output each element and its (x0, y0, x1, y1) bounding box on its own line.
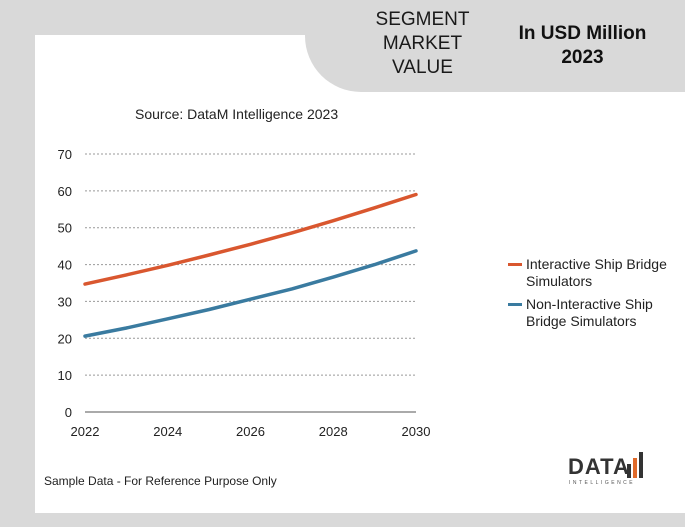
unit-title: In USD Million 2023 (518, 23, 647, 68)
legend-swatch-non-interactive (508, 303, 522, 306)
series-line-2 (83, 249, 418, 338)
x-tick-label: 2024 (153, 424, 182, 439)
logo-bars-icon (627, 452, 643, 478)
logo-subtitle: INTELLIGENCE (569, 480, 636, 486)
header-tab (305, 0, 685, 92)
legend-item-non-interactive: Non-Interactive Ship Bridge Simulators (508, 296, 685, 330)
y-tick-label: 20 (58, 331, 72, 346)
x-tick-label: 2028 (319, 424, 348, 439)
legend-label-non-interactive: Non-Interactive Ship Bridge Simulators (526, 296, 653, 329)
y-tick-label: 50 (58, 221, 72, 236)
legend-swatch-interactive (508, 263, 522, 266)
y-tick-label: 40 (58, 258, 72, 273)
y-tick-label: 10 (58, 368, 72, 383)
y-tick-label: 70 (58, 147, 72, 162)
x-tick-label: 2022 (71, 424, 100, 439)
chart-legend: Interactive Ship Bridge Simulators Non-I… (508, 256, 685, 336)
segment-title: SEGMENT MARKET VALUE (375, 9, 470, 78)
x-tick-label: 2030 (402, 424, 431, 439)
chart-panel (35, 35, 685, 513)
x-tick-label: 2026 (236, 424, 265, 439)
y-tick-label: 30 (58, 294, 72, 309)
legend-item-interactive: Interactive Ship Bridge Simulators (508, 256, 685, 290)
y-tick-label: 60 (58, 184, 72, 199)
y-tick-label: 0 (65, 405, 72, 420)
datam-logo: DATA INTELLIGENCE (568, 450, 648, 490)
series-line-1 (83, 192, 418, 286)
logo-word: DATA (568, 454, 630, 479)
sample-data-note: Sample Data - For Reference Purpose Only (44, 474, 277, 488)
legend-label-interactive: Interactive Ship Bridge Simulators (526, 256, 667, 289)
chart-source: Source: DataM Intelligence 2023 (135, 106, 339, 122)
